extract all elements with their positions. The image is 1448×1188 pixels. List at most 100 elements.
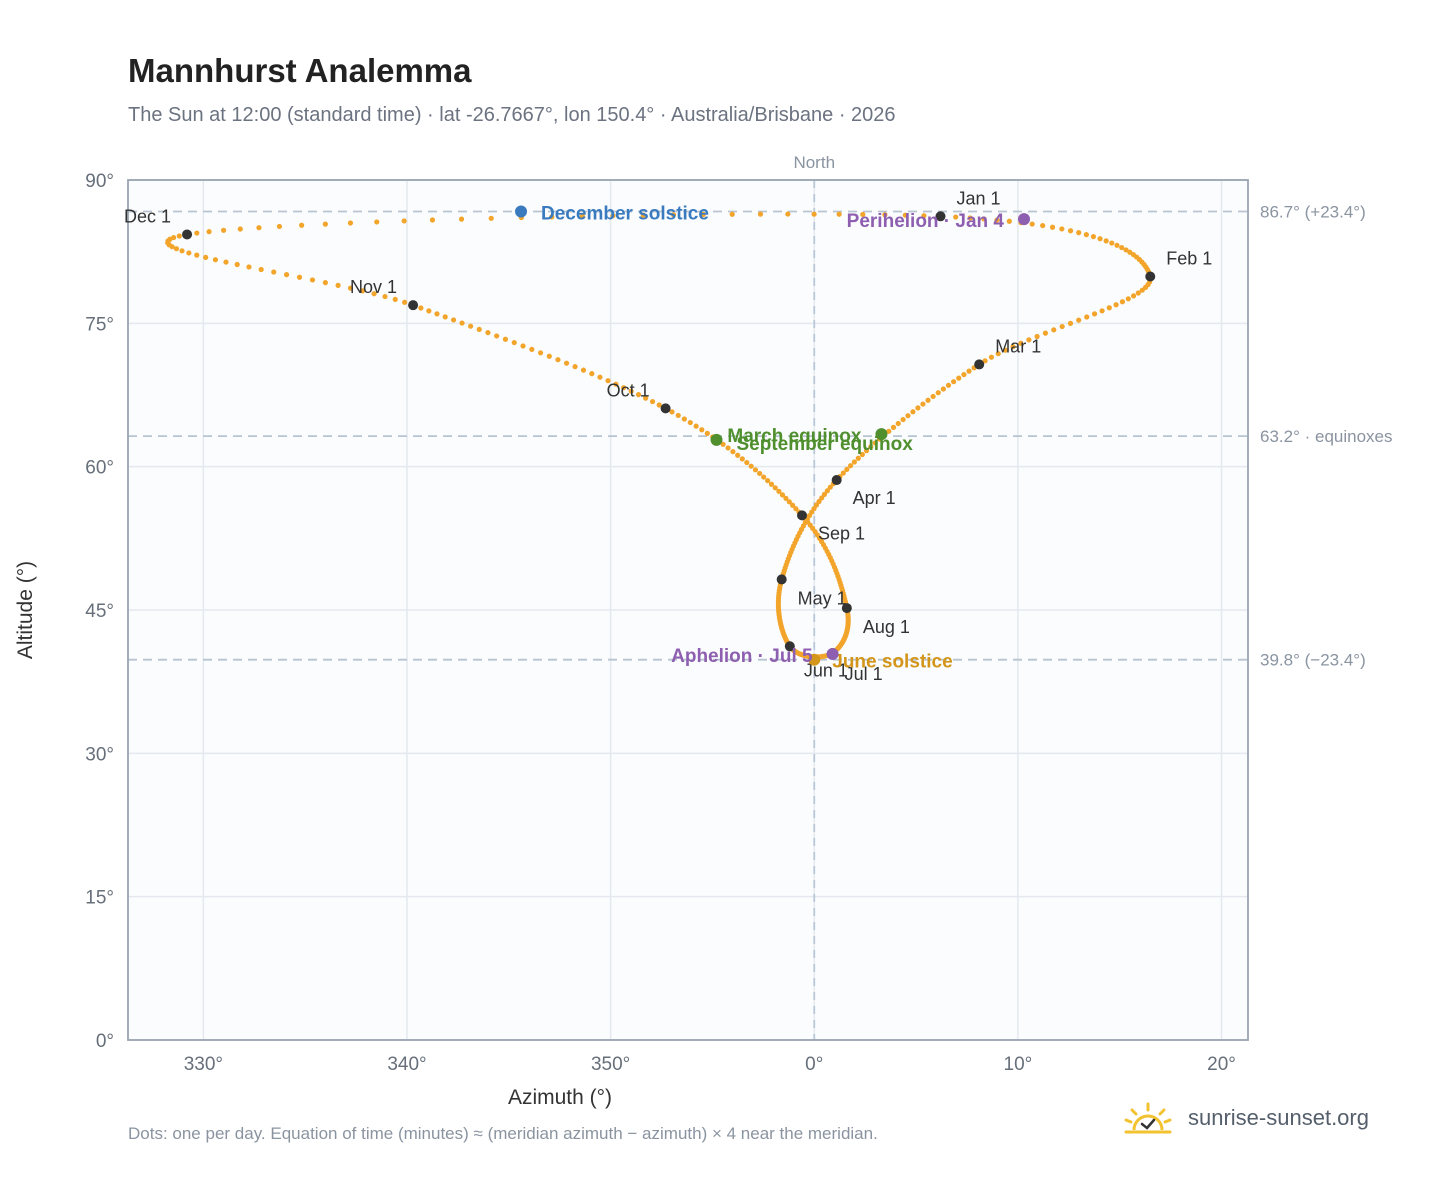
daily-dot <box>772 485 778 491</box>
daily-dot <box>765 478 771 484</box>
daily-dot <box>1067 320 1074 326</box>
month-marker <box>776 574 787 585</box>
daily-dot <box>860 211 866 218</box>
daily-dot <box>1097 236 1103 242</box>
daily-dot <box>761 474 767 480</box>
daily-dot <box>610 213 616 219</box>
event-marker <box>875 428 888 441</box>
daily-dot <box>579 213 585 219</box>
daily-dot <box>669 409 675 415</box>
daily-dot <box>821 491 828 497</box>
daily-dot <box>720 441 726 447</box>
x-tick-label: 350° <box>591 1054 630 1075</box>
daily-dot <box>725 445 731 451</box>
daily-dot <box>905 413 911 419</box>
daily-dot <box>402 299 408 305</box>
daily-dot <box>563 360 570 366</box>
daily-dot <box>171 234 177 241</box>
daily-dot <box>945 382 952 388</box>
daily-dot <box>935 390 941 396</box>
daily-dot <box>283 272 290 278</box>
daily-dot <box>488 215 494 221</box>
footnote: Dots: one per day. Equation of time (min… <box>128 1124 878 1143</box>
y-tick-label: 90° <box>85 171 114 192</box>
daily-dot <box>206 229 212 235</box>
month-marker <box>182 229 193 240</box>
daily-dot <box>1090 234 1097 240</box>
daily-dot <box>693 423 699 429</box>
daily-dot <box>1119 299 1126 305</box>
daily-dot <box>982 358 988 364</box>
daily-dot <box>537 350 544 356</box>
daily-dot <box>783 495 789 501</box>
daily-dot <box>940 386 946 392</box>
daily-dot <box>776 488 782 494</box>
daily-dot <box>1002 347 1009 353</box>
month-marker <box>841 603 852 614</box>
daily-dot <box>459 320 465 326</box>
daily-dot <box>1084 314 1090 320</box>
daily-dot <box>589 371 595 377</box>
daily-dot <box>824 488 830 494</box>
daily-dot <box>819 495 825 501</box>
daily-dot <box>920 401 926 407</box>
daily-dot <box>1018 340 1024 346</box>
daily-dot <box>844 466 850 472</box>
month-label: Jul 1 <box>845 664 883 684</box>
month-label: Mar 1 <box>995 336 1041 356</box>
month-marker <box>1145 271 1156 282</box>
daily-dot <box>1091 311 1098 317</box>
daily-dot <box>621 385 627 391</box>
chart-title: Mannhurst Analemma <box>128 52 472 89</box>
daily-dot <box>910 409 916 415</box>
daily-dot <box>1049 224 1056 230</box>
daily-dot <box>748 463 754 469</box>
daily-dot <box>757 470 763 477</box>
reference-line-label: 86.7° (+23.4°) <box>1260 203 1366 222</box>
daily-dot <box>886 428 892 434</box>
daily-dot <box>186 250 192 256</box>
daily-dot <box>246 264 252 270</box>
x-tick-label: 0° <box>805 1054 823 1075</box>
month-marker <box>784 641 795 652</box>
daily-dot <box>237 226 243 232</box>
daily-dot <box>961 371 967 378</box>
daily-dot <box>555 357 561 363</box>
event-label: June solstice <box>832 652 952 673</box>
daily-dot <box>271 269 277 275</box>
daily-dot <box>605 378 611 384</box>
daily-dot <box>597 374 603 380</box>
month-label: Jan 1 <box>957 188 1001 208</box>
daily-dot <box>173 246 180 252</box>
daily-dot <box>994 217 1000 223</box>
daily-dot <box>967 215 973 221</box>
event-marker <box>808 653 821 666</box>
daily-dot <box>1130 293 1137 299</box>
daily-dot <box>981 216 987 222</box>
daily-dot <box>902 212 908 218</box>
daily-dot <box>276 223 283 230</box>
daily-dot <box>1042 330 1049 336</box>
event-marker <box>710 433 723 446</box>
daily-dot <box>635 392 642 398</box>
daily-dot <box>1125 296 1131 302</box>
month-label: May 1 <box>798 588 847 608</box>
daily-dot <box>827 484 833 490</box>
daily-dot <box>730 448 736 455</box>
brand[interactable]: sunrise-sunset.org <box>1120 1100 1369 1136</box>
daily-dot <box>768 481 775 487</box>
month-label: Dec 1 <box>124 206 171 226</box>
daily-dot <box>872 440 878 446</box>
daily-dot <box>203 254 209 261</box>
daily-dot <box>1051 327 1057 333</box>
daily-dot <box>485 330 491 336</box>
daily-dot <box>392 296 398 303</box>
daily-dot <box>549 214 555 220</box>
daily-dot <box>1034 333 1040 340</box>
daily-dot <box>951 379 957 385</box>
y-tick-label: 75° <box>85 314 114 335</box>
daily-dot <box>359 288 366 294</box>
daily-dot <box>1059 226 1065 232</box>
event-marker <box>515 205 528 218</box>
daily-dot <box>895 420 901 427</box>
